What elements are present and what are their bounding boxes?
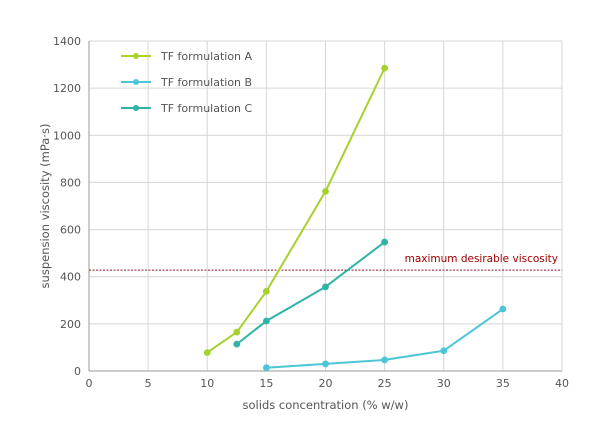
x-tick-label: 25 <box>378 377 392 390</box>
grid <box>88 40 563 372</box>
data-point <box>322 283 329 291</box>
x-tick-label: 10 <box>200 377 214 390</box>
y-tick-label: 800 <box>60 176 81 189</box>
legend: TF formulation A TF formulation B TF formu… <box>121 50 253 115</box>
data-point <box>262 287 270 295</box>
data-point <box>499 305 507 313</box>
data-point <box>233 340 241 348</box>
data-point <box>322 360 329 368</box>
legend-item: TF formulation B <box>121 76 252 89</box>
x-tick-label: 0 <box>86 377 93 390</box>
legend-swatch-marker <box>133 53 139 59</box>
data-point <box>440 347 448 355</box>
data-point <box>233 328 241 336</box>
x-tick-label: 20 <box>319 377 333 390</box>
x-axis-label: solids concentration (% w/w) <box>243 398 409 412</box>
data-point <box>203 349 211 357</box>
series-c <box>233 238 389 348</box>
legend-label: TF formulation C <box>160 102 253 115</box>
data-point <box>381 356 389 364</box>
data-point <box>381 64 389 72</box>
legend-label: TF formulation B <box>160 76 252 89</box>
x-tick-label: 30 <box>437 377 451 390</box>
y-tick-labels: 0 200 400 600 800 1000 1200 1400 <box>53 35 81 378</box>
x-tick-labels: 0 5 10 15 20 25 30 35 40 <box>86 377 570 390</box>
x-tick-label: 5 <box>145 377 152 390</box>
data-point <box>381 238 389 246</box>
y-tick-label: 200 <box>60 318 81 331</box>
data-point <box>262 317 270 325</box>
y-tick-label: 400 <box>60 271 81 284</box>
legend-item: TF formulation A <box>121 50 253 63</box>
y-tick-label: 1400 <box>53 35 81 48</box>
y-tick-label: 0 <box>74 365 81 378</box>
y-tick-label: 1000 <box>53 129 81 142</box>
legend-item: TF formulation C <box>121 102 253 115</box>
series-a <box>203 64 389 357</box>
x-tick-label: 40 <box>555 377 569 390</box>
axes <box>88 41 562 372</box>
legend-swatch-marker <box>133 79 139 85</box>
data-point <box>322 187 329 195</box>
reference-line-label: maximum desirable viscosity <box>405 253 558 265</box>
y-tick-label: 1200 <box>53 82 81 95</box>
series-line <box>236 241 386 345</box>
legend-swatch-marker <box>133 105 139 111</box>
series-b <box>262 305 507 372</box>
x-tick-label: 35 <box>496 377 510 390</box>
legend-label: TF formulation A <box>160 50 253 63</box>
y-axis-label: suspension viscosity (mPa·s) <box>38 124 52 289</box>
y-tick-label: 600 <box>60 224 81 237</box>
series-group <box>203 64 507 372</box>
x-tick-label: 15 <box>259 377 273 390</box>
data-point <box>262 364 270 372</box>
reference-line-group: maximum desirable viscosity <box>89 253 562 271</box>
